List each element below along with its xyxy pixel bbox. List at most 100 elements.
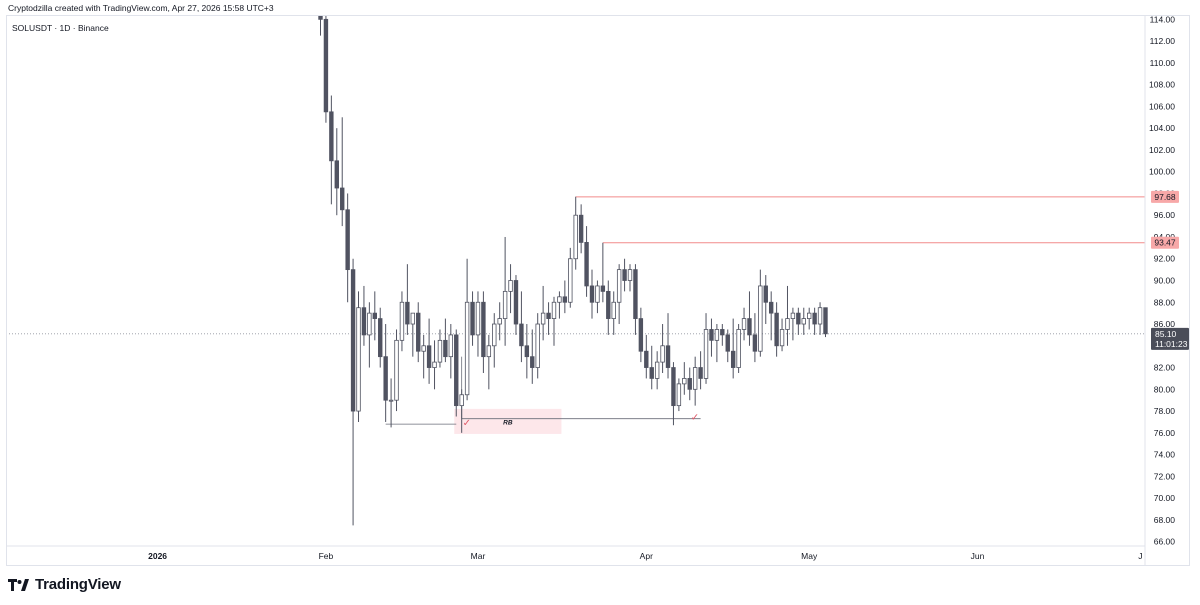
y-tick-label: 104.00 bbox=[1149, 123, 1175, 133]
current-price-label-bg bbox=[1151, 327, 1189, 350]
y-tick-label: 80.00 bbox=[1154, 384, 1176, 394]
current-price-label: 85.10 bbox=[1155, 329, 1177, 339]
candle bbox=[416, 302, 421, 363]
candle-body bbox=[584, 242, 589, 287]
candle-body bbox=[758, 285, 763, 352]
candle bbox=[454, 329, 459, 417]
candle-body bbox=[416, 312, 421, 352]
candle-body bbox=[535, 323, 540, 368]
candle bbox=[497, 302, 502, 341]
candle-body bbox=[448, 334, 454, 358]
candle bbox=[817, 302, 823, 335]
candle bbox=[443, 318, 448, 363]
candle bbox=[752, 313, 758, 363]
candle bbox=[812, 307, 817, 335]
candle bbox=[589, 269, 595, 319]
candle bbox=[676, 378, 682, 412]
resistance-high-label: 97.68 bbox=[1154, 192, 1176, 202]
candle bbox=[774, 302, 779, 357]
candle bbox=[530, 329, 535, 384]
y-tick-label: 76.00 bbox=[1154, 428, 1176, 438]
candle-body bbox=[638, 318, 644, 352]
y-tick-label: 92.00 bbox=[1154, 254, 1176, 264]
y-tick-label: 106.00 bbox=[1149, 101, 1175, 111]
candle bbox=[698, 351, 703, 390]
candle-body bbox=[616, 269, 622, 303]
candle bbox=[720, 324, 725, 346]
candle bbox=[551, 296, 557, 346]
x-tick-label: Apr bbox=[640, 551, 653, 561]
candle-body bbox=[454, 334, 459, 407]
candle bbox=[747, 291, 752, 346]
candle-body bbox=[367, 312, 372, 336]
candle-body bbox=[573, 214, 578, 260]
candle-body bbox=[823, 307, 828, 335]
candle bbox=[388, 378, 394, 428]
candle bbox=[622, 258, 627, 292]
candle bbox=[741, 307, 747, 341]
candle-body bbox=[807, 312, 812, 319]
candle-body bbox=[654, 361, 660, 379]
y-tick-label: 70.00 bbox=[1154, 493, 1176, 503]
y-tick-label: 88.00 bbox=[1154, 297, 1176, 307]
candle bbox=[709, 318, 714, 357]
candle bbox=[350, 258, 356, 526]
y-tick-label: 68.00 bbox=[1154, 515, 1176, 525]
candle-body bbox=[763, 285, 768, 303]
candle bbox=[616, 264, 622, 325]
candle bbox=[399, 291, 405, 352]
candle bbox=[768, 291, 774, 341]
candle bbox=[660, 324, 665, 373]
candle bbox=[502, 236, 508, 346]
candle bbox=[807, 307, 812, 330]
symbol-legend[interactable]: SOLUSDT · 1D · Binance bbox=[12, 23, 109, 33]
candle bbox=[524, 324, 530, 379]
candle-body bbox=[730, 350, 736, 368]
candle-body bbox=[475, 301, 481, 336]
candle-body bbox=[410, 312, 416, 325]
candle-body bbox=[492, 323, 497, 347]
candle-body bbox=[785, 318, 790, 330]
candle bbox=[519, 291, 524, 363]
candle bbox=[426, 318, 432, 384]
candle bbox=[405, 264, 410, 335]
candle-body bbox=[502, 290, 508, 319]
candle bbox=[633, 264, 638, 335]
rb-zone bbox=[454, 408, 562, 434]
candle bbox=[437, 329, 443, 368]
y-tick-label: 114.00 bbox=[1150, 14, 1176, 24]
candle bbox=[578, 204, 584, 254]
candle bbox=[682, 362, 687, 395]
candle bbox=[459, 389, 464, 433]
candle bbox=[464, 258, 470, 401]
candle-body bbox=[562, 296, 568, 303]
resistance-low-label: 93.47 bbox=[1154, 238, 1176, 248]
candle bbox=[687, 367, 692, 401]
candle bbox=[671, 362, 676, 426]
candle-body bbox=[318, 16, 323, 20]
candle bbox=[410, 312, 416, 357]
candle bbox=[481, 291, 486, 373]
candle bbox=[334, 128, 339, 216]
candle bbox=[486, 334, 492, 390]
candle-body bbox=[361, 307, 367, 336]
candle-body bbox=[437, 339, 443, 363]
candle bbox=[508, 264, 513, 314]
candle-body bbox=[329, 111, 334, 162]
candle-body bbox=[714, 329, 720, 341]
candle-body bbox=[687, 378, 692, 390]
candle bbox=[714, 324, 720, 363]
x-tick-label: J bbox=[1138, 551, 1142, 561]
candle-body bbox=[524, 345, 530, 358]
y-tick-label: 112.00 bbox=[1150, 36, 1176, 46]
candle bbox=[758, 269, 763, 357]
candle bbox=[383, 324, 388, 422]
candle bbox=[361, 285, 367, 346]
countdown-label: 11:01:23 bbox=[1155, 339, 1188, 349]
candle-body bbox=[394, 339, 399, 401]
y-tick-label: 96.00 bbox=[1154, 210, 1176, 220]
tradingview-brand[interactable]: TradingView bbox=[8, 576, 121, 593]
chart-frame bbox=[6, 15, 1190, 566]
y-tick-label: 66.00 bbox=[1154, 537, 1176, 547]
